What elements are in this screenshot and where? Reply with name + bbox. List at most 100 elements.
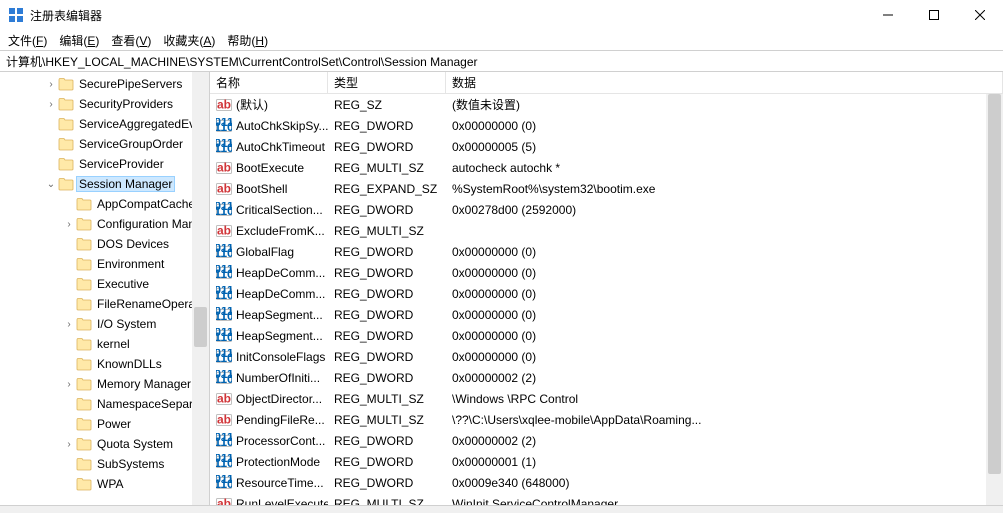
tree-item[interactable]: ›Configuration Man xyxy=(0,214,209,234)
app-icon xyxy=(8,7,24,23)
tree-item[interactable]: kernel xyxy=(0,334,209,354)
value-name: HeapDeComm... xyxy=(236,266,325,280)
value-row[interactable]: HeapDeComm...REG_DWORD0x00000000 (0) xyxy=(210,262,1003,283)
value-name: BootShell xyxy=(236,182,287,196)
value-list[interactable]: (默认)REG_SZ(数值未设置)AutoChkSkipSy...REG_DWO… xyxy=(210,94,1003,505)
value-data: 0x00000002 (2) xyxy=(446,371,1003,385)
menu-file[interactable]: 文件(F) xyxy=(8,32,47,49)
tree-scrollbar[interactable] xyxy=(192,72,209,505)
close-button[interactable] xyxy=(957,0,1003,30)
value-data: 0x00000000 (0) xyxy=(446,329,1003,343)
folder-icon xyxy=(76,417,92,431)
menu-favorites[interactable]: 收藏夹(A) xyxy=(163,32,215,49)
value-type: REG_DWORD xyxy=(328,266,446,280)
value-name: ObjectDirector... xyxy=(236,392,322,406)
tree-item[interactable]: Executive xyxy=(0,274,209,294)
folder-icon xyxy=(76,217,92,231)
folder-icon xyxy=(76,457,92,471)
value-row[interactable]: CriticalSection...REG_DWORD0x00278d00 (2… xyxy=(210,199,1003,220)
str-icon xyxy=(216,223,232,239)
value-row[interactable]: HeapSegment...REG_DWORD0x00000000 (0) xyxy=(210,325,1003,346)
registry-tree[interactable]: ›SecurePipeServers›SecurityProvidersServ… xyxy=(0,72,209,494)
col-header-name[interactable]: 名称 xyxy=(210,72,328,93)
tree-item-label: DOS Devices xyxy=(95,237,171,251)
value-row[interactable]: BootShellREG_EXPAND_SZ%SystemRoot%\syste… xyxy=(210,178,1003,199)
tree-item[interactable]: Environment xyxy=(0,254,209,274)
tree-item[interactable]: SubSystems xyxy=(0,454,209,474)
tree-item[interactable]: ›I/O System xyxy=(0,314,209,334)
tree-item[interactable]: NamespaceSepara xyxy=(0,394,209,414)
tree-item[interactable]: WPA xyxy=(0,474,209,494)
value-row[interactable]: HeapSegment...REG_DWORD0x00000000 (0) xyxy=(210,304,1003,325)
value-data: (数值未设置) xyxy=(446,96,1003,113)
tree-item[interactable]: FileRenameOperat xyxy=(0,294,209,314)
tree-expander-icon[interactable]: ⌄ xyxy=(44,179,58,190)
window-controls xyxy=(865,0,1003,30)
folder-icon xyxy=(58,97,74,111)
minimize-button[interactable] xyxy=(865,0,911,30)
folder-icon xyxy=(76,477,92,491)
value-row[interactable]: GlobalFlagREG_DWORD0x00000000 (0) xyxy=(210,241,1003,262)
menu-view[interactable]: 查看(V) xyxy=(111,32,151,49)
tree-expander-icon[interactable]: › xyxy=(62,379,76,390)
bin-icon xyxy=(216,475,232,491)
tree-item-label: Session Manager xyxy=(77,177,174,191)
value-row[interactable]: (默认)REG_SZ(数值未设置) xyxy=(210,94,1003,115)
value-name: ProcessorCont... xyxy=(236,434,325,448)
col-header-data[interactable]: 数据 xyxy=(446,72,1003,93)
tree-item[interactable]: AppCompatCache xyxy=(0,194,209,214)
value-data: 0x00000000 (0) xyxy=(446,245,1003,259)
value-data: 0x00000002 (2) xyxy=(446,434,1003,448)
value-row[interactable]: ResourceTime...REG_DWORD0x0009e340 (6480… xyxy=(210,472,1003,493)
value-row[interactable]: NumberOfIniti...REG_DWORD0x00000002 (2) xyxy=(210,367,1003,388)
value-row[interactable]: AutoChkSkipSy...REG_DWORD0x00000000 (0) xyxy=(210,115,1003,136)
menu-help[interactable]: 帮助(H) xyxy=(227,32,268,49)
tree-item[interactable]: ⌄ Session Manager xyxy=(0,174,209,194)
value-row[interactable]: AutoChkTimeoutREG_DWORD0x00000005 (5) xyxy=(210,136,1003,157)
tree-expander-icon[interactable]: › xyxy=(62,219,76,230)
value-row[interactable]: ExcludeFromK...REG_MULTI_SZ xyxy=(210,220,1003,241)
bin-icon xyxy=(216,370,232,386)
value-row[interactable]: RunLevelExecuteREG_MULTI_SZWinInit Servi… xyxy=(210,493,1003,505)
tree-item-label: Environment xyxy=(95,257,166,271)
tree-expander-icon[interactable]: › xyxy=(44,79,58,90)
value-name: BootExecute xyxy=(236,161,304,175)
value-row[interactable]: InitConsoleFlagsREG_DWORD0x00000000 (0) xyxy=(210,346,1003,367)
tree-item[interactable]: ServiceAggregatedEv xyxy=(0,114,209,134)
tree-item[interactable]: Power xyxy=(0,414,209,434)
tree-item-label: kernel xyxy=(95,337,132,351)
tree-item[interactable]: ServiceGroupOrder xyxy=(0,134,209,154)
menu-edit[interactable]: 编辑(E) xyxy=(59,32,99,49)
bin-icon xyxy=(216,265,232,281)
tree-item[interactable]: KnownDLLs xyxy=(0,354,209,374)
value-name: HeapSegment... xyxy=(236,308,323,322)
tree-item-label: AppCompatCache xyxy=(95,197,197,211)
value-data: 0x00000000 (0) xyxy=(446,119,1003,133)
str-icon xyxy=(216,496,232,506)
tree-item[interactable]: ServiceProvider xyxy=(0,154,209,174)
tree-expander-icon[interactable]: › xyxy=(44,99,58,110)
tree-item[interactable]: ›SecurityProviders xyxy=(0,94,209,114)
list-scrollbar[interactable] xyxy=(986,94,1003,505)
value-data: \??\C:\Users\xqlee-mobile\AppData\Roamin… xyxy=(446,413,1003,427)
value-type: REG_DWORD xyxy=(328,308,446,322)
tree-item[interactable]: ›Quota System xyxy=(0,434,209,454)
tree-item[interactable]: ›Memory Manager xyxy=(0,374,209,394)
scrollbar-thumb[interactable] xyxy=(988,94,1001,474)
col-header-type[interactable]: 类型 xyxy=(328,72,446,93)
value-row[interactable]: HeapDeComm...REG_DWORD0x00000000 (0) xyxy=(210,283,1003,304)
value-row[interactable]: ObjectDirector...REG_MULTI_SZ\Windows \R… xyxy=(210,388,1003,409)
address-text: 计算机\HKEY_LOCAL_MACHINE\SYSTEM\CurrentCon… xyxy=(6,53,478,70)
tree-expander-icon[interactable]: › xyxy=(62,319,76,330)
value-row[interactable]: BootExecuteREG_MULTI_SZautocheck autochk… xyxy=(210,157,1003,178)
tree-expander-icon[interactable]: › xyxy=(62,439,76,450)
scrollbar-thumb[interactable] xyxy=(194,307,207,347)
address-bar[interactable]: 计算机\HKEY_LOCAL_MACHINE\SYSTEM\CurrentCon… xyxy=(0,50,1003,72)
tree-item[interactable]: ›SecurePipeServers xyxy=(0,74,209,94)
value-name: ProtectionMode xyxy=(236,455,320,469)
maximize-button[interactable] xyxy=(911,0,957,30)
value-row[interactable]: ProcessorCont...REG_DWORD0x00000002 (2) xyxy=(210,430,1003,451)
tree-item[interactable]: DOS Devices xyxy=(0,234,209,254)
value-row[interactable]: PendingFileRe...REG_MULTI_SZ\??\C:\Users… xyxy=(210,409,1003,430)
value-row[interactable]: ProtectionModeREG_DWORD0x00000001 (1) xyxy=(210,451,1003,472)
